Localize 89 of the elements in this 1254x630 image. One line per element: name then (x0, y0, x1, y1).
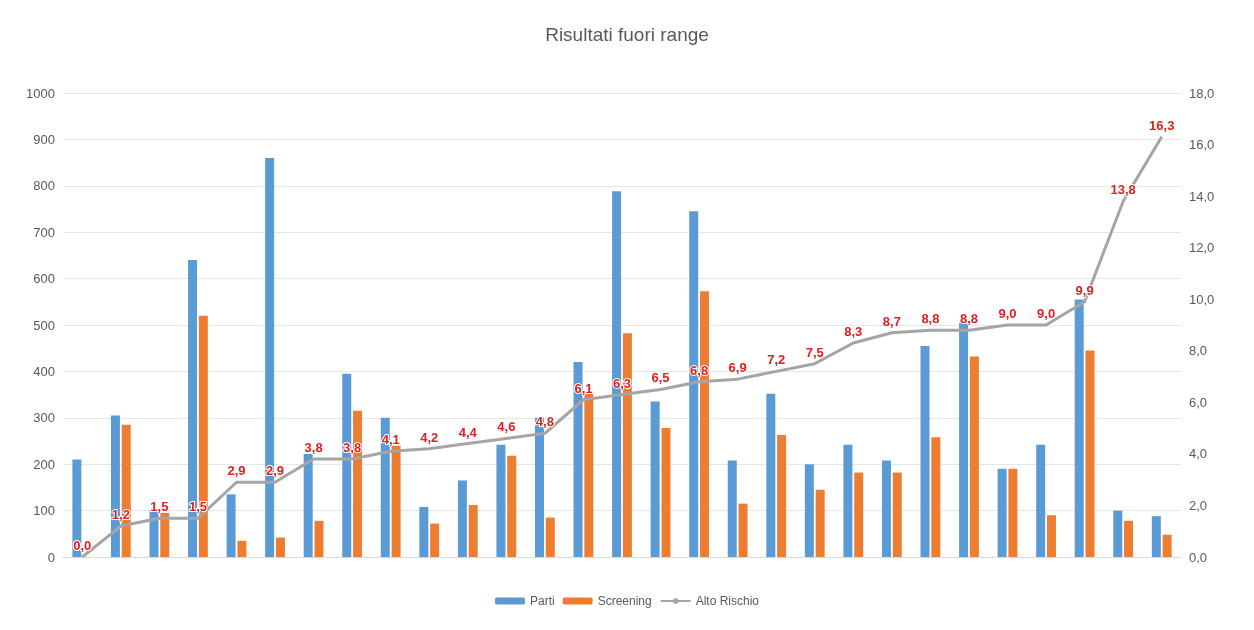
y-tick-label: 500 (33, 317, 55, 333)
bar (1151, 516, 1161, 557)
data-label: 9,9 (1075, 282, 1094, 298)
bar (496, 444, 506, 557)
y-tick-label: 100 (33, 503, 55, 519)
bar (457, 480, 467, 557)
data-label: 2,9 (227, 463, 246, 479)
bar (1008, 468, 1018, 557)
data-label: 4,6 (497, 419, 516, 435)
y-tick-label: 300 (33, 410, 55, 426)
bar (1046, 515, 1056, 557)
data-label: 4,2 (420, 429, 439, 445)
chart-title: Risultati fuori range (545, 24, 709, 45)
bar (1074, 299, 1084, 557)
data-label: 1,5 (188, 499, 207, 515)
bar (275, 537, 285, 557)
bar (650, 401, 660, 557)
bar (226, 494, 236, 557)
bar (1124, 520, 1134, 557)
y2-tick-label: 18,0 (1189, 85, 1215, 101)
bar (997, 468, 1007, 557)
bar (1113, 510, 1123, 557)
y2-tick-label: 6,0 (1189, 394, 1208, 410)
y-tick-label: 900 (33, 131, 55, 147)
y2-tick-label: 10,0 (1189, 291, 1215, 307)
bar (1036, 444, 1046, 557)
y-tick-label: 700 (33, 224, 55, 240)
bar (419, 506, 429, 557)
legend-label: Screening (597, 594, 652, 608)
data-label: 8,7 (882, 313, 901, 329)
y2-tick-label: 0,0 (1189, 549, 1208, 565)
bar (766, 393, 776, 557)
data-label: 1,2 (111, 507, 130, 523)
bar (777, 434, 787, 557)
bar (969, 356, 979, 557)
data-label: 6,5 (651, 370, 670, 386)
y2-tick-label: 14,0 (1189, 188, 1215, 204)
legend-label: Parti (529, 594, 555, 608)
data-label: 3,8 (343, 440, 362, 456)
data-label: 9,0 (1037, 306, 1056, 321)
bar (815, 489, 825, 557)
bar (1085, 350, 1095, 557)
bar (468, 505, 478, 557)
data-label: 0,0 (73, 538, 92, 553)
bar (303, 453, 313, 557)
data-label: 13,8 (1110, 182, 1136, 198)
y-tick-label: 400 (33, 363, 55, 379)
bar (727, 460, 737, 557)
bar (804, 464, 814, 557)
legend-label: Alto Rischio (695, 594, 760, 608)
bar (1162, 534, 1172, 557)
y2-tick-label: 4,0 (1189, 446, 1208, 462)
data-label: 6,3 (612, 375, 632, 391)
data-label: 6,9 (728, 360, 747, 376)
bar (931, 437, 941, 557)
y2-tick-label: 8,0 (1189, 343, 1208, 359)
y-tick-label: 600 (33, 271, 55, 287)
data-label: 8,8 (959, 311, 978, 327)
data-label: 8,8 (921, 311, 940, 327)
y-tick-label: 1000 (26, 85, 55, 101)
bar (545, 517, 555, 557)
y2-tick-label: 16,0 (1189, 137, 1215, 153)
bar (881, 460, 891, 557)
bar (854, 472, 864, 557)
bar (237, 540, 247, 557)
y2-tick-label: 2,0 (1189, 497, 1208, 513)
data-label: 3,8 (304, 440, 323, 456)
y-tick-label: 0 (47, 549, 55, 565)
data-label: 6,8 (690, 362, 709, 378)
data-label: 1,5 (150, 499, 169, 515)
data-label: 9,0 (998, 306, 1017, 321)
data-label: 8,3 (844, 324, 863, 340)
data-label: 7,5 (805, 344, 824, 360)
bar (391, 445, 401, 557)
data-label: 7,2 (767, 352, 786, 368)
y-tick-label: 800 (33, 178, 55, 194)
y-tick-label: 200 (33, 456, 55, 472)
bar (892, 472, 902, 557)
bar (430, 523, 440, 557)
bar (843, 444, 853, 557)
bar (661, 428, 671, 557)
y2-tick-label: 12,0 (1189, 240, 1215, 256)
bar (314, 520, 324, 557)
bar (507, 455, 517, 557)
bar (920, 345, 930, 557)
bar (738, 503, 748, 557)
bar (160, 512, 170, 557)
data-label: 16,3 (1149, 117, 1175, 133)
data-label: 4,4 (458, 424, 478, 440)
